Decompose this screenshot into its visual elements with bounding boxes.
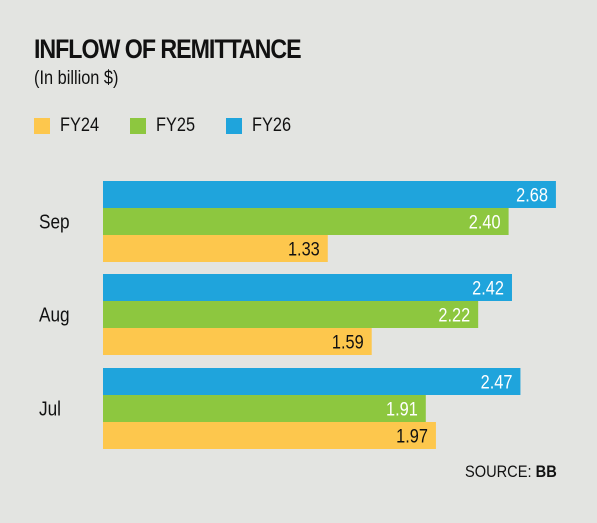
legend: FY24 FY25 FY26 [34,114,322,138]
chart-subtitle: (In billion $) [34,68,119,89]
bar-fy25-sep [103,208,509,235]
data-label-fy26-sep: 2.68 [516,184,548,205]
data-label-fy26-aug: 2.42 [472,277,504,298]
data-label-fy25-jul: 1.91 [386,398,418,419]
bar-fy24-sep [103,235,328,262]
data-label-fy24-sep: 1.33 [288,238,320,259]
bar-fy26-aug [103,274,512,301]
legend-label-fy25: FY25 [156,115,196,136]
legend-swatch-fy24 [34,118,50,134]
bar-fy24-aug [103,328,372,355]
source-note: SOURCE: BB [465,462,557,482]
data-label-fy26-jul: 2.47 [481,371,513,392]
legend-swatch-fy26 [226,118,242,134]
legend-label-fy26: FY26 [252,115,292,136]
data-label-fy24-aug: 1.59 [332,331,364,352]
legend-item-fy26: FY26 [226,115,302,137]
bar-fy26-jul [103,368,521,395]
category-label-aug: Aug [39,303,70,326]
legend-swatch-fy25 [130,118,146,134]
data-label-fy25-aug: 2.22 [438,304,470,325]
bar-fy25-jul [103,395,426,422]
data-label-fy24-jul: 1.97 [396,425,428,446]
source-label: SOURCE: [465,462,532,481]
category-label-sep: Sep [39,210,70,233]
legend-item-fy25: FY25 [130,115,206,137]
data-label-fy25-sep: 2.40 [469,211,501,232]
source-value: BB [535,462,557,481]
legend-label-fy24: FY24 [60,115,100,136]
chart-title: INFLOW OF REMITTANCE [34,34,302,64]
bar-fy26-sep [103,181,556,208]
bar-fy24-jul [103,422,436,449]
category-label-jul: Jul [39,397,61,420]
legend-item-fy24: FY24 [34,115,110,137]
bar-fy25-aug [103,301,479,328]
